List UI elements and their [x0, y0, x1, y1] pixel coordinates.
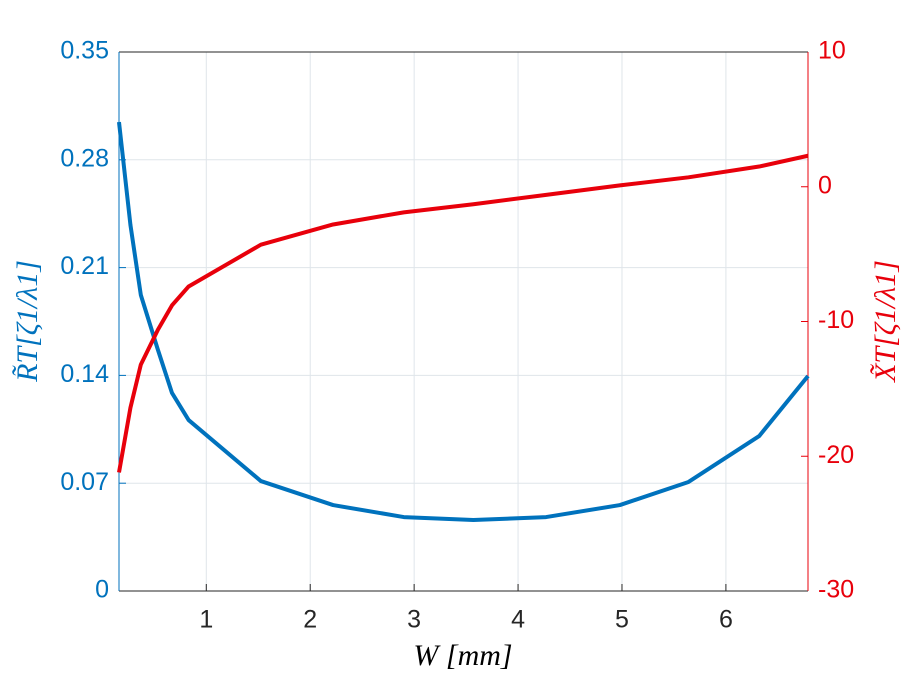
x-tick-label: 2 — [303, 606, 317, 634]
y-tick-label: 0.07 — [60, 468, 109, 496]
y-tick-label: 0.14 — [60, 360, 109, 388]
y2-tick-label: 0 — [818, 171, 832, 199]
y2-tick-label: -20 — [818, 441, 854, 469]
x-tick-label: 5 — [615, 606, 629, 634]
line-series — [117, 121, 810, 523]
y2-tick-label: -30 — [818, 576, 854, 604]
x-tick-label: 4 — [511, 606, 525, 634]
x-tick-label: 6 — [719, 606, 733, 634]
line-series — [117, 153, 809, 473]
y2-tick-label: 10 — [818, 37, 846, 65]
y2-axis-label: X̃T[ζ1/λ1] — [869, 260, 902, 383]
x-tick-label: 1 — [199, 606, 213, 634]
y-tick-label: 0.35 — [60, 37, 109, 65]
y-axis-label: R̃T[ζ1/λ1] — [11, 260, 44, 383]
x-tick-label: 3 — [407, 606, 421, 634]
y-tick-label: 0 — [95, 576, 109, 604]
y2-tick-label: -10 — [818, 306, 854, 334]
y-tick-label: 0.21 — [60, 252, 109, 280]
y-tick-label: 0.28 — [60, 144, 109, 172]
x-axis-label: W [mm] — [413, 639, 512, 672]
